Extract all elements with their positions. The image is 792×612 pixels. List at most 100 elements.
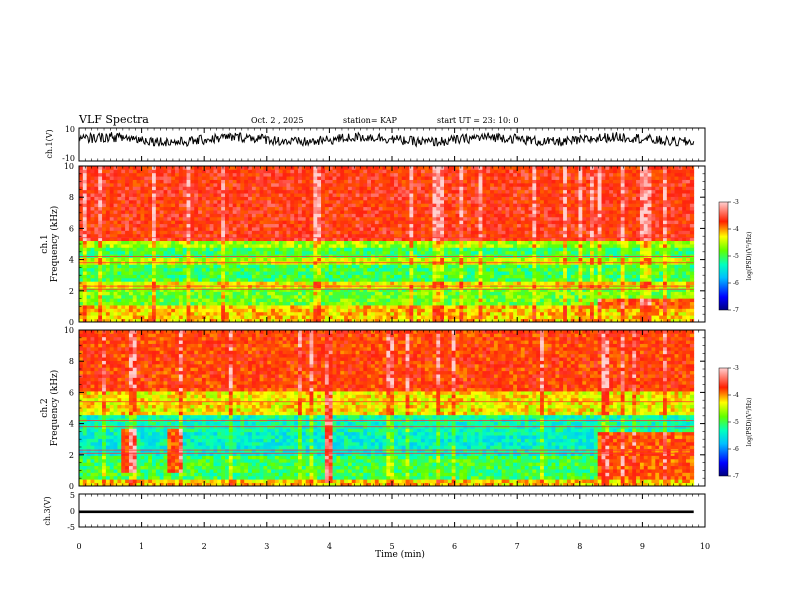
spectrogram-cell xyxy=(486,250,491,255)
spectrogram-cell xyxy=(144,199,149,204)
spectrogram-cell xyxy=(336,291,341,296)
spectrogram-cell xyxy=(167,318,172,323)
spectrogram-cell xyxy=(482,264,487,269)
spectrogram-cell xyxy=(194,220,199,225)
spectrogram-cell xyxy=(201,288,207,292)
spectrogram-cell xyxy=(321,182,326,187)
spectrogram-cell xyxy=(113,176,118,180)
spectrogram-cell xyxy=(467,244,472,248)
spectrogram-cell xyxy=(294,244,299,248)
spectrogram-cell xyxy=(271,305,276,309)
spectrogram-cell xyxy=(405,172,410,177)
spectrogram-cell xyxy=(236,206,241,211)
spectrogram-cell xyxy=(182,315,187,320)
spectrogram-cell xyxy=(444,244,449,248)
spectrogram-cell xyxy=(228,311,234,316)
spectrogram-cell xyxy=(336,240,341,245)
spectrogram-cell xyxy=(290,284,295,289)
spectrogram-cell xyxy=(121,210,126,214)
spectrogram-cell xyxy=(428,196,433,201)
spectrogram-cell xyxy=(328,223,333,228)
spectrogram-cell xyxy=(144,281,149,286)
spectrogram-cell xyxy=(394,284,399,289)
spectrogram-cell xyxy=(321,196,326,201)
spectrogram-cell xyxy=(301,257,307,262)
spectrogram-cell xyxy=(336,301,341,306)
spectrogram-cell xyxy=(409,277,414,282)
spectrogram-cell xyxy=(436,250,441,255)
spectrogram-cell xyxy=(209,257,214,262)
spectrogram-cell xyxy=(332,189,337,194)
spectrogram-cell xyxy=(267,271,272,275)
spectrogram-cell xyxy=(355,315,360,320)
spectrogram-cell xyxy=(332,172,337,177)
spectrogram-cell xyxy=(321,220,326,225)
spectrogram-cell xyxy=(198,298,203,303)
spectrogram-cell xyxy=(401,203,406,208)
spectrogram-cell xyxy=(394,206,399,211)
spectrogram-cell xyxy=(367,247,372,252)
spectrogram-cell xyxy=(282,196,287,201)
spectrogram-cell xyxy=(155,166,161,170)
spectrogram-cell xyxy=(125,230,130,235)
spectrogram-cell xyxy=(79,267,84,272)
spectrogram-cell xyxy=(420,193,426,197)
spectrogram-cell xyxy=(463,179,468,184)
spectrogram-cell xyxy=(386,227,391,231)
spectrogram-cell xyxy=(271,203,276,208)
spectrogram-cell xyxy=(190,288,195,292)
spectrogram-cell xyxy=(401,172,406,177)
spectrogram-cell xyxy=(286,294,291,299)
spectrogram-cell xyxy=(148,284,153,289)
spectrogram-cell xyxy=(355,206,360,211)
spectrogram-cell xyxy=(401,220,406,225)
spectrogram-cell xyxy=(217,203,222,208)
spectrogram-cell xyxy=(236,176,241,180)
spectrogram-cell xyxy=(359,288,364,292)
spectrogram-cell xyxy=(140,315,145,320)
spectrogram-cell xyxy=(79,223,84,228)
spectrogram-cell xyxy=(463,254,468,258)
spectrogram-cell xyxy=(259,169,264,174)
spectrogram-cell xyxy=(274,284,280,289)
spectrogram-cell xyxy=(259,250,264,255)
spectrogram-cell xyxy=(109,220,114,225)
spectrogram-cell xyxy=(459,281,464,286)
spectrogram-cell xyxy=(155,247,161,252)
spectrogram-cell xyxy=(298,230,303,235)
spectrogram-cell xyxy=(105,186,111,191)
spectrogram-cell xyxy=(248,294,253,299)
spectrogram-cell xyxy=(186,216,191,221)
spectrogram-cell xyxy=(428,308,433,313)
spectrogram-cell xyxy=(344,169,349,174)
spectrogram-cell xyxy=(386,267,391,272)
spectrogram-cell xyxy=(440,254,445,258)
spectrogram-cell xyxy=(178,274,184,279)
spectrogram-cell xyxy=(324,244,330,248)
spectrogram-cell xyxy=(136,237,141,242)
spectrogram-cell xyxy=(424,172,430,177)
spectrogram-cell xyxy=(244,264,249,269)
spectrogram-cell xyxy=(194,271,199,275)
spectrogram-cell xyxy=(298,305,303,309)
spectrogram-cell xyxy=(432,216,437,221)
spectrogram-cell xyxy=(382,305,387,309)
spectrogram-cell xyxy=(478,186,483,191)
spectrogram-cell xyxy=(359,166,364,170)
spectrogram-cell xyxy=(90,271,95,275)
spectrogram-cell xyxy=(378,196,383,201)
spectrogram-cell xyxy=(332,169,337,174)
spectrogram-cell xyxy=(259,247,264,252)
spectrogram-cell xyxy=(171,203,176,208)
spectrogram-cell xyxy=(267,267,272,272)
spectrogram-cell xyxy=(251,176,257,180)
spectrogram-cell xyxy=(274,294,280,299)
spectrogram-cell xyxy=(490,233,495,238)
spectrogram-cell xyxy=(405,244,410,248)
spectrogram-cell xyxy=(436,186,441,191)
spectrogram-cell xyxy=(267,264,272,269)
spectrogram-cell xyxy=(482,315,487,320)
spectrogram-cell xyxy=(105,230,111,235)
spectrogram-cell xyxy=(213,254,218,258)
spectrogram-cell xyxy=(321,308,326,313)
